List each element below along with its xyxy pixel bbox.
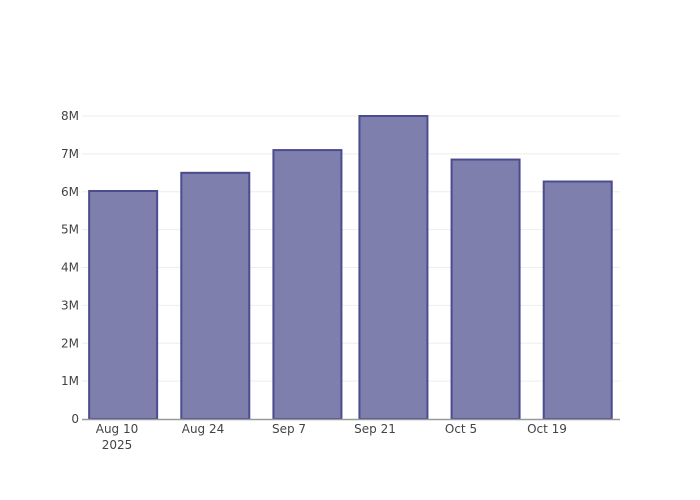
x-tick-label: Aug 10	[96, 422, 139, 436]
bar[interactable]	[88, 189, 159, 420]
x-tick-year-label: 2025	[102, 438, 133, 452]
x-tick-label: Oct 5	[445, 422, 477, 436]
x-tick-label: Aug 24	[182, 422, 225, 436]
bars	[88, 115, 613, 420]
x-axis-ticks: Aug 10 Aug 24 Sep 7 Sep 21 Oct 5 Oct 19	[96, 422, 567, 436]
bar[interactable]	[542, 180, 613, 420]
y-tick-label: 8M	[61, 109, 79, 123]
y-tick-label: 4M	[61, 261, 79, 275]
bar[interactable]	[272, 149, 343, 420]
y-tick-label: 0	[71, 412, 79, 426]
x-tick-label: Oct 19	[527, 422, 567, 436]
bar[interactable]	[450, 158, 521, 420]
y-tick-label: 5M	[61, 223, 79, 237]
gridlines	[82, 115, 620, 382]
bar[interactable]	[358, 115, 429, 420]
y-tick-label: 2M	[61, 336, 79, 350]
y-tick-label: 6M	[61, 185, 79, 199]
y-axis-ticks: 0 1M 2M 3M 4M 5M 6M 7M 8M	[61, 109, 79, 426]
y-tick-label: 7M	[61, 147, 79, 161]
y-tick-label: 1M	[61, 374, 79, 388]
x-tick-label: Sep 7	[272, 422, 306, 436]
y-tick-label: 3M	[61, 298, 79, 312]
bar[interactable]	[180, 171, 251, 420]
x-tick-label: Sep 21	[354, 422, 396, 436]
